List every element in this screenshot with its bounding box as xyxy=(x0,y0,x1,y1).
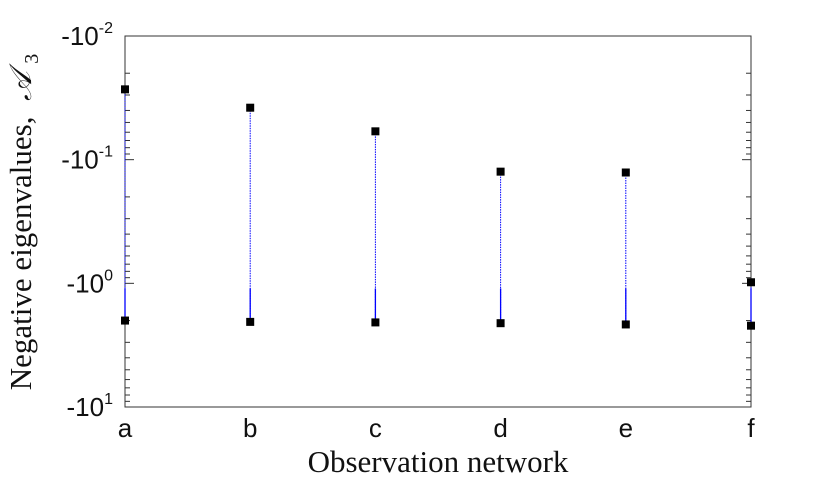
max-eigenvalue-marker xyxy=(747,278,755,287)
x-tick-label: e xyxy=(619,413,633,443)
min-eigenvalue-marker xyxy=(246,317,255,326)
y-tick-base: -10 xyxy=(61,21,99,51)
y-tick-base: -10 xyxy=(67,268,105,298)
y-tick-label: -100 xyxy=(67,267,114,298)
y-axis-title-text: Negative eigenvalues, xyxy=(3,117,38,391)
x-tick-label: f xyxy=(747,413,755,443)
min-eigenvalue-marker xyxy=(496,319,505,328)
svg-text:Negative eigenvalues, 𝒜: Negative eigenvalues, 𝒜 3 xyxy=(3,54,43,391)
x-tick-label: c xyxy=(369,413,382,443)
x-axis-title: Observation network xyxy=(308,444,569,479)
min-eigenvalue-marker xyxy=(747,321,755,330)
y-tick-base: -10 xyxy=(61,145,99,175)
y-tick-label: -10-1 xyxy=(61,144,113,175)
y-tick-exponent: -1 xyxy=(99,144,113,161)
max-eigenvalue-marker xyxy=(121,85,129,94)
max-eigenvalue-marker xyxy=(246,103,255,112)
y-tick-label: -101 xyxy=(67,391,114,422)
plot-area xyxy=(124,35,752,408)
max-eigenvalue-marker xyxy=(621,168,630,177)
y-tick-exponent: 1 xyxy=(104,391,113,408)
max-eigenvalue-marker xyxy=(496,167,505,176)
y-axis-title: Negative eigenvalues, 𝒜 3 xyxy=(3,54,43,391)
max-eigenvalue-marker xyxy=(371,127,380,136)
y-tick-label: -10-2 xyxy=(61,20,113,51)
x-tick-label: a xyxy=(118,413,133,443)
y-axis-title-subscript: 3 xyxy=(21,54,43,64)
y-tick-exponent: 0 xyxy=(104,267,113,284)
eigenvalue-ranges xyxy=(121,85,755,330)
x-tick-label: d xyxy=(493,413,507,443)
y-tick-base: -10 xyxy=(67,392,105,422)
y-tick-labels: -10-2-10-1-100-101 xyxy=(61,20,113,422)
min-eigenvalue-marker xyxy=(621,320,630,329)
min-eigenvalue-marker xyxy=(371,318,380,327)
x-tick-labels: a b c d e f xyxy=(118,413,756,443)
x-tick-label: b xyxy=(243,413,257,443)
y-axis-title-symbol: 𝒜 xyxy=(3,63,38,101)
min-eigenvalue-marker xyxy=(121,316,129,325)
y-tick-exponent: -2 xyxy=(99,20,113,37)
